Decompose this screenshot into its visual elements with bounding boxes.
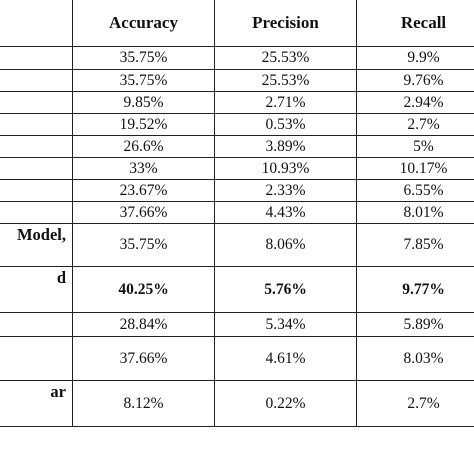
- accuracy-cell: 28.84%: [72, 312, 215, 337]
- row-label: ar: [0, 380, 73, 427]
- header-precision: Precision: [214, 0, 357, 47]
- table-row: 33% 10.93% 10.17%: [0, 157, 474, 180]
- accuracy-cell: 37.66%: [72, 336, 215, 381]
- header-method: [0, 0, 73, 47]
- accuracy-cell: 9.85%: [72, 91, 215, 114]
- precision-cell: 0.53%: [214, 113, 357, 136]
- row-label: [0, 113, 73, 136]
- table-row: 19.52% 0.53% 2.7%: [0, 113, 474, 136]
- precision-cell: 25.53%: [214, 46, 357, 70]
- recall-cell: 6.55%: [356, 179, 474, 202]
- row-label: d: [0, 266, 73, 313]
- table-row: 37.66% 4.61% 8.03%: [0, 336, 474, 381]
- precision-cell: 5.34%: [214, 312, 357, 337]
- accuracy-cell: 37.66%: [72, 201, 215, 224]
- row-label: [0, 201, 73, 224]
- recall-cell: 8.03%: [356, 336, 474, 381]
- header-row: Accuracy Precision Recall: [0, 0, 474, 47]
- table-row: 23.67% 2.33% 6.55%: [0, 179, 474, 202]
- table-row: 26.6% 3.89% 5%: [0, 135, 474, 158]
- header-accuracy: Accuracy: [72, 0, 215, 47]
- recall-cell: 5%: [356, 135, 474, 158]
- table-row-highlighted: d 40.25% 5.76% 9.77%: [0, 266, 474, 313]
- row-label: [0, 312, 73, 337]
- precision-cell: 5.76%: [214, 266, 357, 313]
- accuracy-cell: 26.6%: [72, 135, 215, 158]
- precision-cell: 2.33%: [214, 179, 357, 202]
- row-label: [0, 179, 73, 202]
- recall-cell: 2.94%: [356, 91, 474, 114]
- row-label: Model,: [0, 223, 73, 267]
- recall-cell: 9.77%: [356, 266, 474, 313]
- recall-cell: 9.76%: [356, 69, 474, 92]
- recall-cell: 8.01%: [356, 201, 474, 224]
- row-label: [0, 336, 73, 381]
- precision-cell: 0.22%: [214, 380, 357, 427]
- recall-cell: 9.9%: [356, 46, 474, 70]
- precision-cell: 3.89%: [214, 135, 357, 158]
- header-recall: Recall: [356, 0, 474, 47]
- accuracy-cell: 33%: [72, 157, 215, 180]
- accuracy-cell: 19.52%: [72, 113, 215, 136]
- recall-cell: 2.7%: [356, 380, 474, 427]
- table-row: 9.85% 2.71% 2.94%: [0, 91, 474, 114]
- table-row: 37.66% 4.43% 8.01%: [0, 201, 474, 224]
- table-row: Model, 35.75% 8.06% 7.85%: [0, 223, 474, 267]
- recall-cell: 10.17%: [356, 157, 474, 180]
- row-label: [0, 46, 73, 70]
- table-row: 35.75% 25.53% 9.9%: [0, 46, 474, 70]
- accuracy-cell: 35.75%: [72, 46, 215, 70]
- accuracy-cell: 35.75%: [72, 223, 215, 267]
- table-row: 35.75% 25.53% 9.76%: [0, 69, 474, 92]
- accuracy-cell: 40.25%: [72, 266, 215, 313]
- row-label: [0, 91, 73, 114]
- accuracy-cell: 23.67%: [72, 179, 215, 202]
- recall-cell: 5.89%: [356, 312, 474, 337]
- precision-cell: 25.53%: [214, 69, 357, 92]
- precision-cell: 4.43%: [214, 201, 357, 224]
- precision-cell: 2.71%: [214, 91, 357, 114]
- row-label: [0, 135, 73, 158]
- table-row: 28.84% 5.34% 5.89%: [0, 312, 474, 337]
- table-row: ar 8.12% 0.22% 2.7%: [0, 380, 474, 427]
- accuracy-cell: 35.75%: [72, 69, 215, 92]
- recall-cell: 2.7%: [356, 113, 474, 136]
- precision-cell: 8.06%: [214, 223, 357, 267]
- row-label: [0, 157, 73, 180]
- accuracy-cell: 8.12%: [72, 380, 215, 427]
- row-label: [0, 69, 73, 92]
- precision-cell: 4.61%: [214, 336, 357, 381]
- precision-cell: 10.93%: [214, 157, 357, 180]
- results-table: Accuracy Precision Recall 35.75% 25.53% …: [0, 0, 474, 427]
- recall-cell: 7.85%: [356, 223, 474, 267]
